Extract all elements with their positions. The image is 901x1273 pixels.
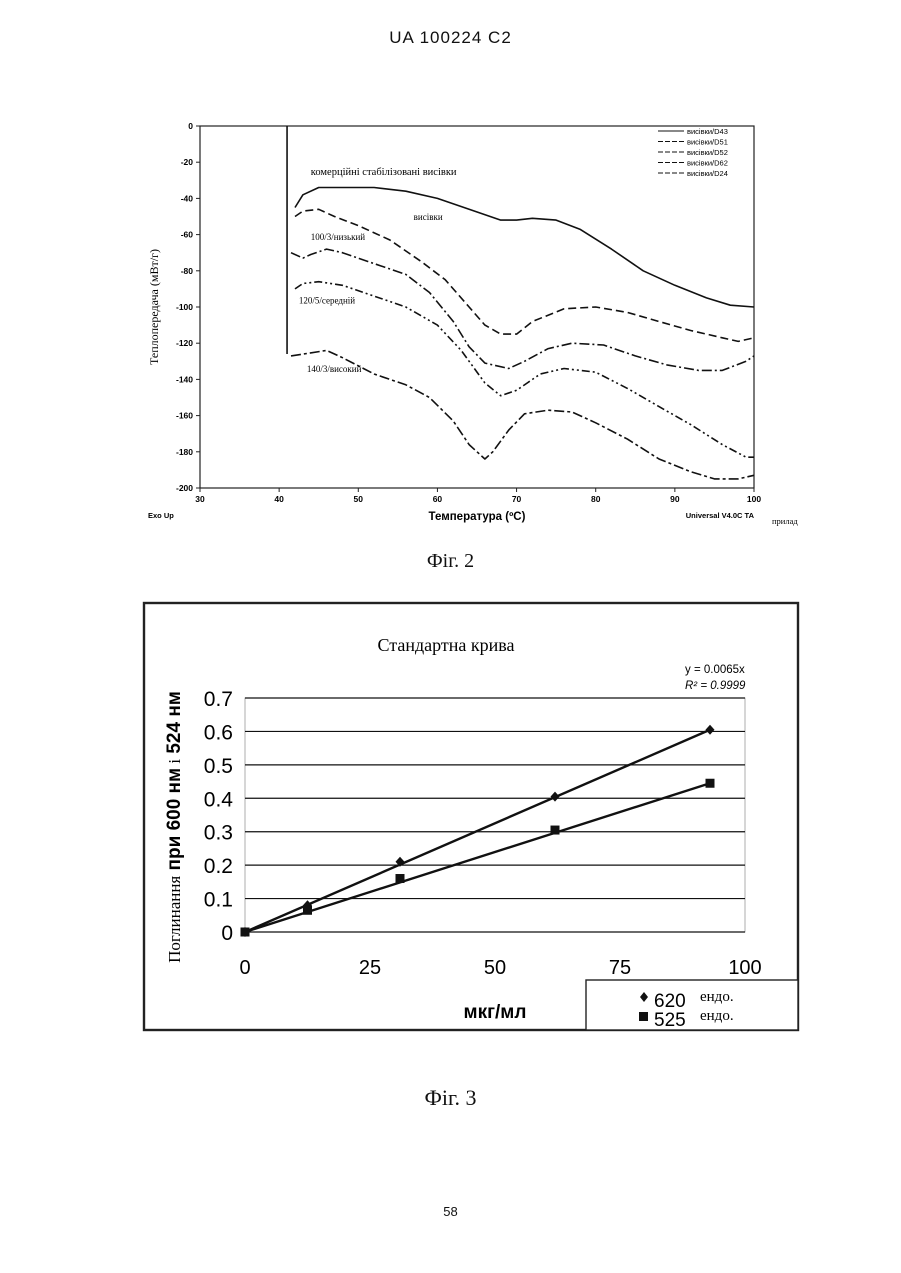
fig3-y-axis-label-part: Поглинання <box>165 876 184 963</box>
fig3-point-square <box>551 826 560 835</box>
fig3-chart: 0 0.1 0.2 0.3 0.4 0.5 0.6 0.7 0 25 50 75 100 Стандарт… <box>140 600 805 1035</box>
fig2-chart: 0 -20 -40 -60 -80 -100 -120 -140 -160 -180 -20030 4… <box>140 118 840 538</box>
fig2-y-tick-label: 0 <box>188 121 193 131</box>
fig3-y-tick-label: 0.1 <box>204 889 233 912</box>
fig2-x-tick-label: 30 <box>195 494 205 504</box>
fig2-series-line-3 <box>291 249 754 370</box>
fig2-annotation: комерційні стабілізовані висівки <box>311 167 457 178</box>
fig3-point-square <box>706 779 715 788</box>
fig3-y-axis-label-part: 524 нм <box>164 691 185 759</box>
fig3-x-tick-label: 25 <box>359 957 381 979</box>
fig2-footer-right: Universal V4.0C TA <box>686 511 755 520</box>
fig2-annotation: 120/5/середній <box>299 295 355 305</box>
fig2-annotation: 100/3/низький <box>311 232 365 242</box>
fig3-legend-marker-square <box>639 1012 648 1021</box>
fig3-y-tick-label: 0 <box>221 922 233 945</box>
fig3-y-axis-label: Поглинання при 600 нм і 524 нм <box>164 691 185 963</box>
fig3-x-tick-label: 100 <box>728 957 761 979</box>
fig2-footer-left: Exo Up <box>148 511 174 520</box>
fig2-legend-label: висівки/D43 <box>687 127 728 136</box>
fig2-y-tick-label: -160 <box>176 411 193 421</box>
fig2-y-tick-label: -80 <box>181 266 194 276</box>
fig3-y-tick-label: 0.5 <box>204 755 233 778</box>
page-number: 58 <box>0 1204 901 1219</box>
fig3-r-squared: R² = 0.9999 <box>685 680 746 692</box>
fig3-legend-suffix: ендо. <box>700 989 734 1005</box>
fig2-y-tick-label: -60 <box>181 230 194 240</box>
fig3-x-tick-label: 75 <box>609 957 631 979</box>
fig2-x-tick-label: 100 <box>747 494 761 504</box>
fig3-y-axis-label-part: при 600 нм <box>164 768 185 876</box>
document-header: UA 100224 C2 <box>0 28 901 48</box>
fig2-y-tick-label: -120 <box>176 338 193 348</box>
fig2-legend-label: висівки/D62 <box>687 159 728 168</box>
fig3-legend-box <box>586 980 798 1030</box>
fig3-caption: Фіг. 3 <box>0 1085 901 1111</box>
fig2-series-line-1 <box>295 188 754 308</box>
fig3-y-tick-label: 0.7 <box>204 688 233 711</box>
fig3-x-axis-label: мкг/мл <box>464 1002 527 1023</box>
fig2-y-tick-label: -20 <box>181 157 194 167</box>
fig2-series-line-2 <box>295 209 754 341</box>
fig3-y-axis-label-part: і <box>165 759 184 768</box>
fig2-y-axis-label: Теплопередача (мВт/г) <box>147 249 161 365</box>
fig2-x-tick-label: 60 <box>433 494 443 504</box>
fig3-point-square <box>241 928 250 937</box>
fig2-legend-label: висівки/D24 <box>687 169 728 178</box>
fig3-y-tick-label: 0.3 <box>204 822 233 845</box>
fig2-x-tick-label: 50 <box>354 494 364 504</box>
fig3-x-tick-label: 50 <box>484 957 506 979</box>
fig3-legend-label: 620 <box>654 991 686 1012</box>
fig2-x-tick-label: 70 <box>512 494 522 504</box>
fig3-title: Стандартна крива <box>377 635 514 655</box>
fig3-point-square <box>303 906 312 915</box>
fig2-x-tick-label: 90 <box>670 494 680 504</box>
fig3-y-tick-label: 0.4 <box>204 788 234 811</box>
fig3-equation: y = 0.0065x <box>685 664 745 676</box>
fig2-legend-label: висівки/D51 <box>687 138 728 147</box>
fig3-x-tick-label: 0 <box>239 957 250 979</box>
fig2-x-axis-label: Температура (ºC) <box>429 511 526 523</box>
fig2-y-tick-label: -180 <box>176 447 193 457</box>
fig2-y-tick-label: -140 <box>176 374 193 384</box>
fig2-annotation: 140/3/високий <box>307 364 362 374</box>
fig2-legend-label: висівки/D52 <box>687 148 728 157</box>
fig2-y-tick-label: -200 <box>176 483 193 493</box>
fig3-point-square <box>396 874 405 883</box>
fig3-legend-suffix: ендо. <box>700 1008 734 1024</box>
fig2-footer-note: прилад <box>772 516 798 526</box>
fig2-x-tick-label: 40 <box>274 494 284 504</box>
fig3-y-tick-label: 0.6 <box>204 721 233 744</box>
fig2-annotation: висівки <box>414 212 443 222</box>
fig3-y-tick-label: 0.2 <box>204 855 233 878</box>
fig3-legend-label: 525 <box>654 1010 686 1031</box>
fig2-plot-frame <box>200 126 754 488</box>
fig2-x-tick-label: 80 <box>591 494 601 504</box>
fig2-y-tick-label: -100 <box>176 302 193 312</box>
fig2-caption: Фіг. 2 <box>0 550 901 573</box>
fig2-y-tick-label: -40 <box>181 193 194 203</box>
